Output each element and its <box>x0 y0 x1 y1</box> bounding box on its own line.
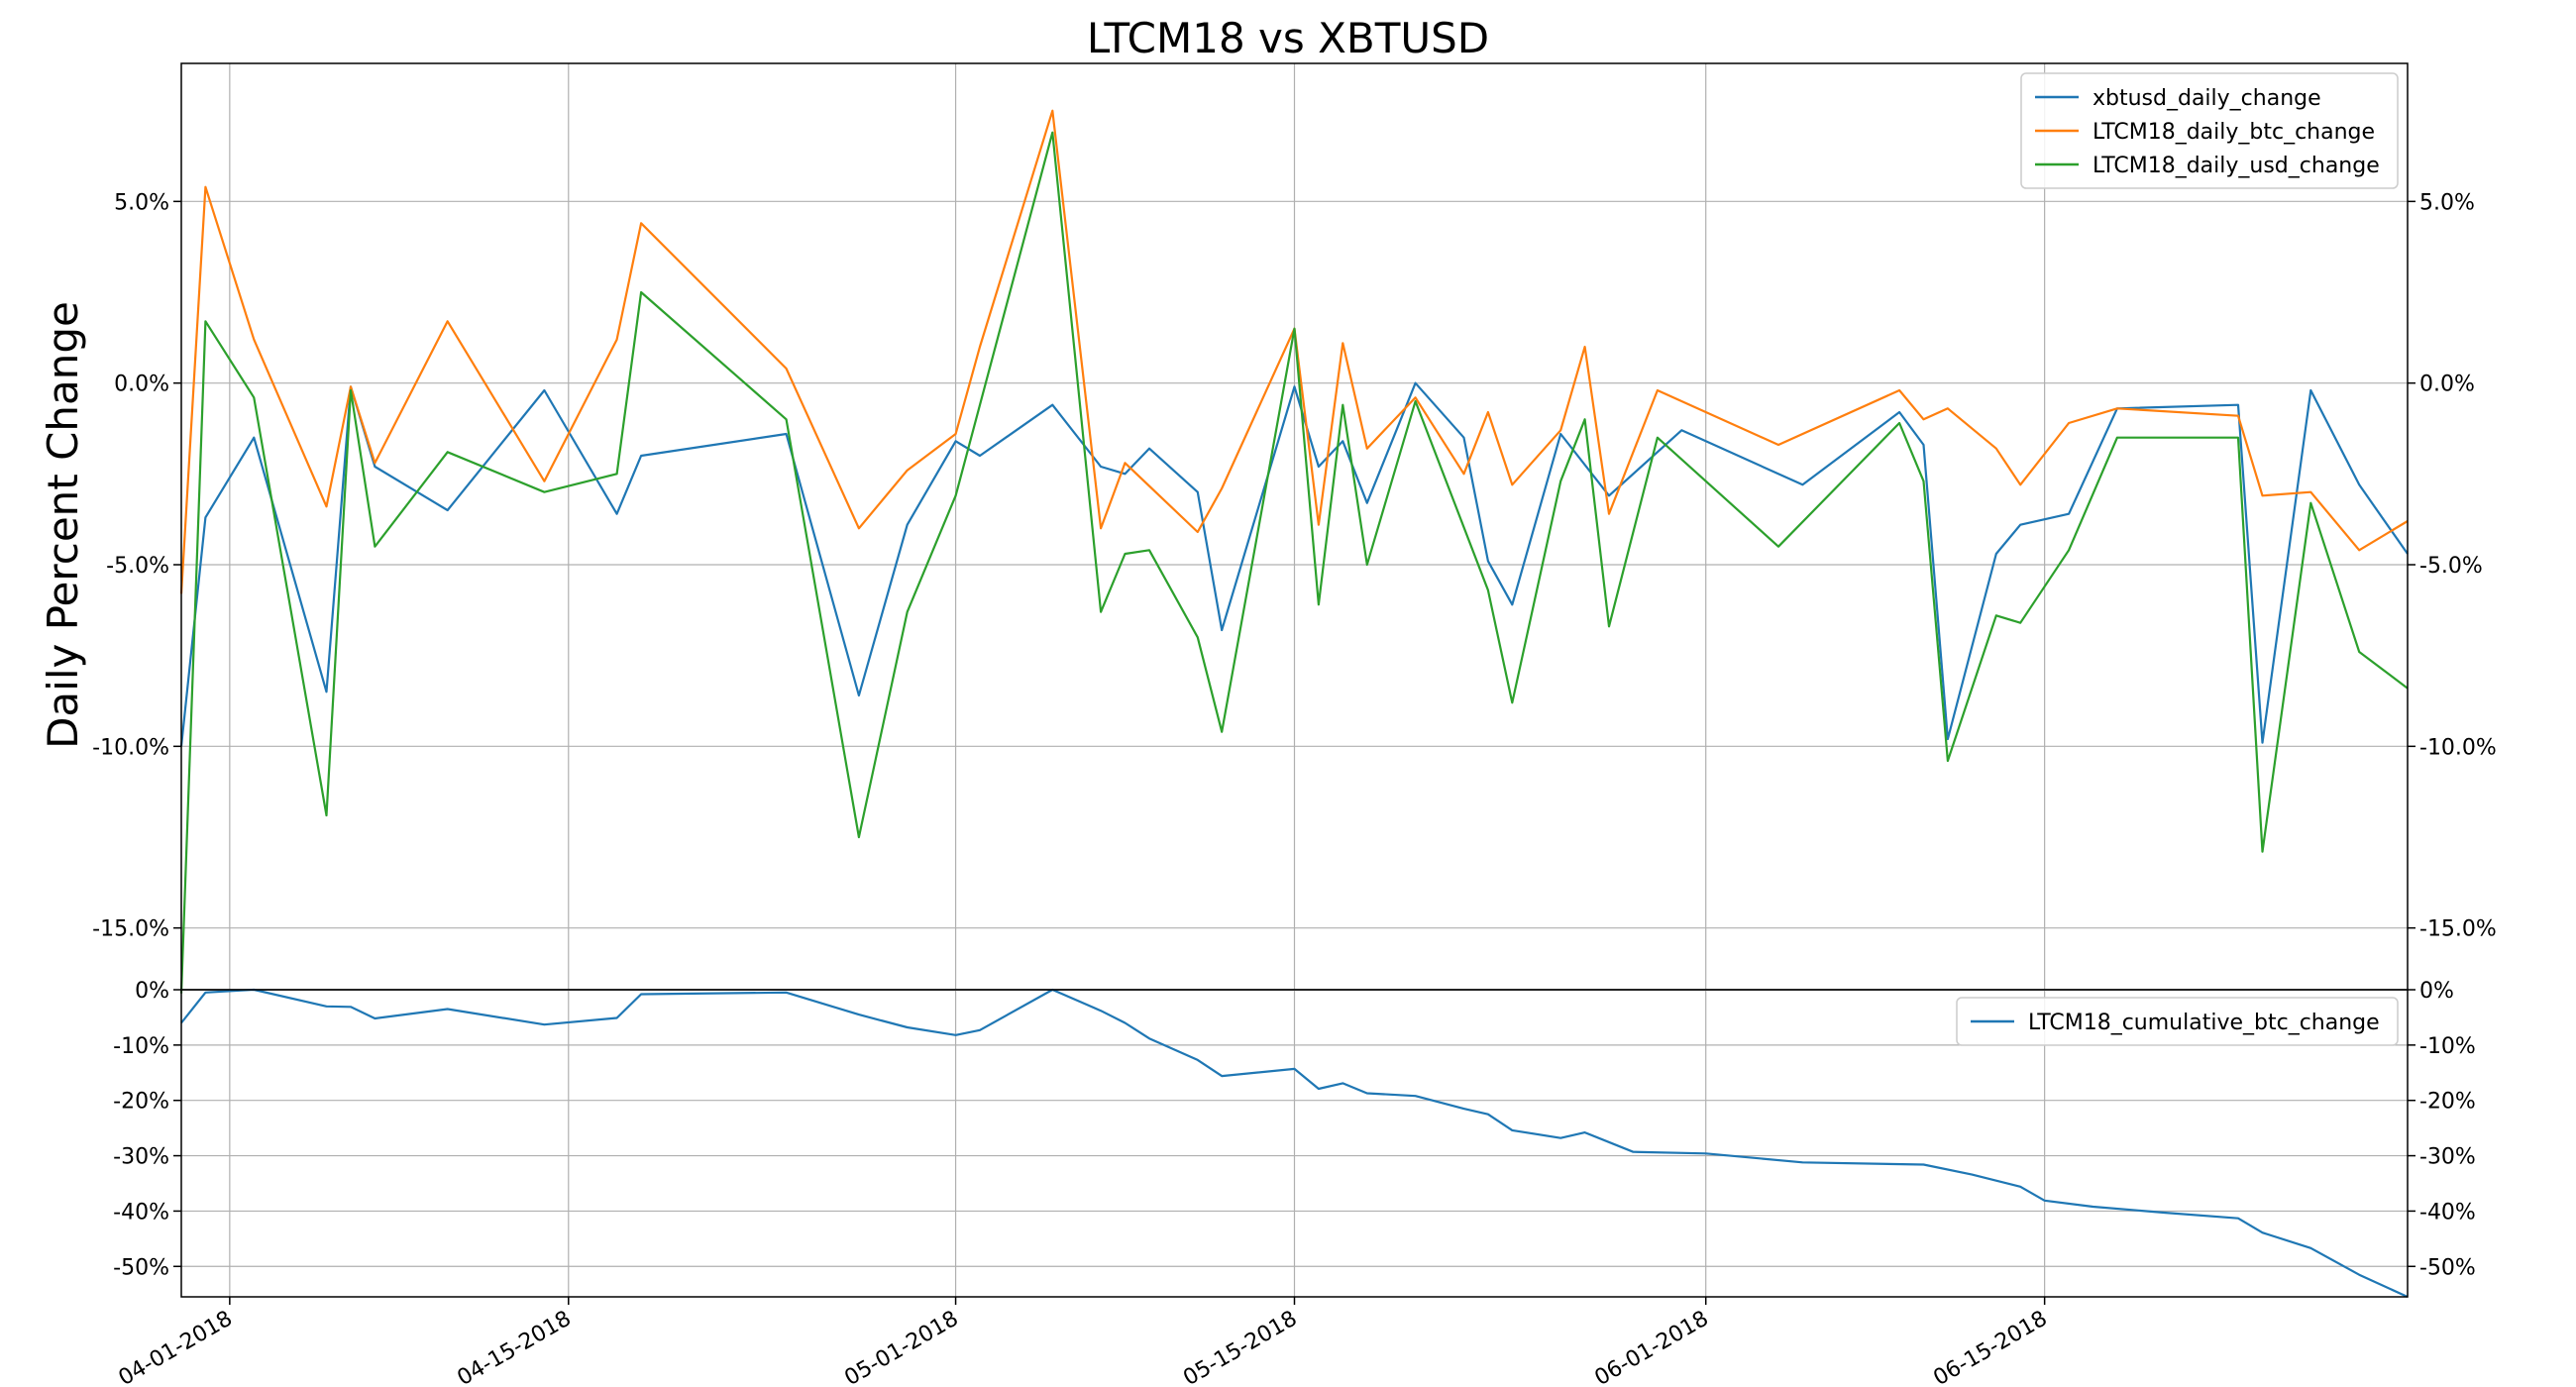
chart-title: LTCM18 vs XBTUSD <box>1087 14 1489 62</box>
top-y-tick-label-right: 5.0% <box>2419 190 2475 215</box>
top-y-ticks: 5.0% 5.0% 0.0% 0.0% -5.0% -5.0% -10.0% -10.0% -1… <box>92 190 2497 941</box>
x-ticks: 04-01-2018 04-15-2018 05-01-2018 05-15-2018… <box>115 1297 2052 1387</box>
legend-label: xbtusd_daily_change <box>2093 86 2321 111</box>
bottom-y-tick-label-right: -10% <box>2419 1034 2476 1059</box>
x-tick-label: 05-15-2018 <box>1179 1307 1301 1387</box>
bottom-y-tick-label-right: 0% <box>2419 979 2454 1004</box>
bottom-y-tick-label: -30% <box>113 1145 169 1170</box>
top-y-tick-label-right: 0.0% <box>2419 373 2475 397</box>
x-tick-label: 04-01-2018 <box>115 1307 237 1387</box>
bottom-y-tick-label-right: -40% <box>2419 1200 2476 1225</box>
top-grid <box>181 63 2408 990</box>
top-y-tick-label-right: -10.0% <box>2419 735 2497 760</box>
top-y-tick-label-right: -5.0% <box>2419 554 2483 579</box>
x-tick-label: 04-15-2018 <box>454 1307 576 1387</box>
bottom-legend: LTCM18_cumulative_btc_change <box>1956 997 2399 1046</box>
y-axis-label: Daily Percent Change <box>39 301 87 749</box>
bottom-y-tick-label-right: -30% <box>2419 1145 2476 1170</box>
top-legend: xbtusd_daily_change LTCM18_daily_btc_chan… <box>2020 72 2399 189</box>
x-tick-label: 06-15-2018 <box>1929 1307 2051 1387</box>
legend-label: LTCM18_cumulative_btc_change <box>2028 1011 2380 1035</box>
top-y-tick-label-right: -15.0% <box>2419 917 2497 942</box>
daily-change-panel: 5.0% 5.0% 0.0% 0.0% -5.0% -5.0% -10.0% -10.0% -1… <box>92 62 2497 994</box>
top-y-tick-label: -5.0% <box>106 554 169 579</box>
series-line-LTCM18_daily_usd_change <box>179 131 2409 994</box>
legend-box <box>2020 72 2399 189</box>
series-line-LTCM18_cumulative_btc_change <box>180 988 2409 1299</box>
cumulative-panel: 0% 0% -10% -10% -20% -20% -30% -30% -40% -40% -50%… <box>113 979 2476 1387</box>
bottom-y-tick-label-right: -50% <box>2419 1255 2476 1280</box>
series-line-LTCM18_daily_btc_change <box>179 109 2409 594</box>
x-tick-label: 05-01-2018 <box>840 1307 962 1387</box>
bottom-y-tick-label: -20% <box>113 1090 169 1115</box>
bottom-y-tick-label: -40% <box>113 1200 169 1225</box>
series-line-xbtusd_daily_change <box>179 381 2409 747</box>
x-tick-label: 06-01-2018 <box>1590 1307 1712 1387</box>
legend-label: LTCM18_daily_usd_change <box>2093 154 2380 178</box>
legend-box <box>1956 997 2399 1046</box>
top-y-tick-label: 0.0% <box>114 373 169 397</box>
top-y-tick-label: -15.0% <box>92 917 169 942</box>
legend-label: LTCM18_daily_btc_change <box>2093 120 2375 145</box>
bottom-y-tick-label: -50% <box>113 1255 169 1280</box>
top-y-tick-label: 5.0% <box>114 190 169 215</box>
top-y-tick-label: -10.0% <box>92 735 169 760</box>
bottom-series-lines <box>180 988 2409 1299</box>
top-series-lines <box>179 109 2409 994</box>
bottom-y-ticks: 0% 0% -10% -10% -20% -20% -30% -30% -40% -40% -50%… <box>113 979 2476 1280</box>
bottom-y-tick-label-right: -20% <box>2419 1090 2476 1115</box>
bottom-y-tick-label: 0% <box>135 979 169 1004</box>
bottom-y-tick-label: -10% <box>113 1034 169 1059</box>
